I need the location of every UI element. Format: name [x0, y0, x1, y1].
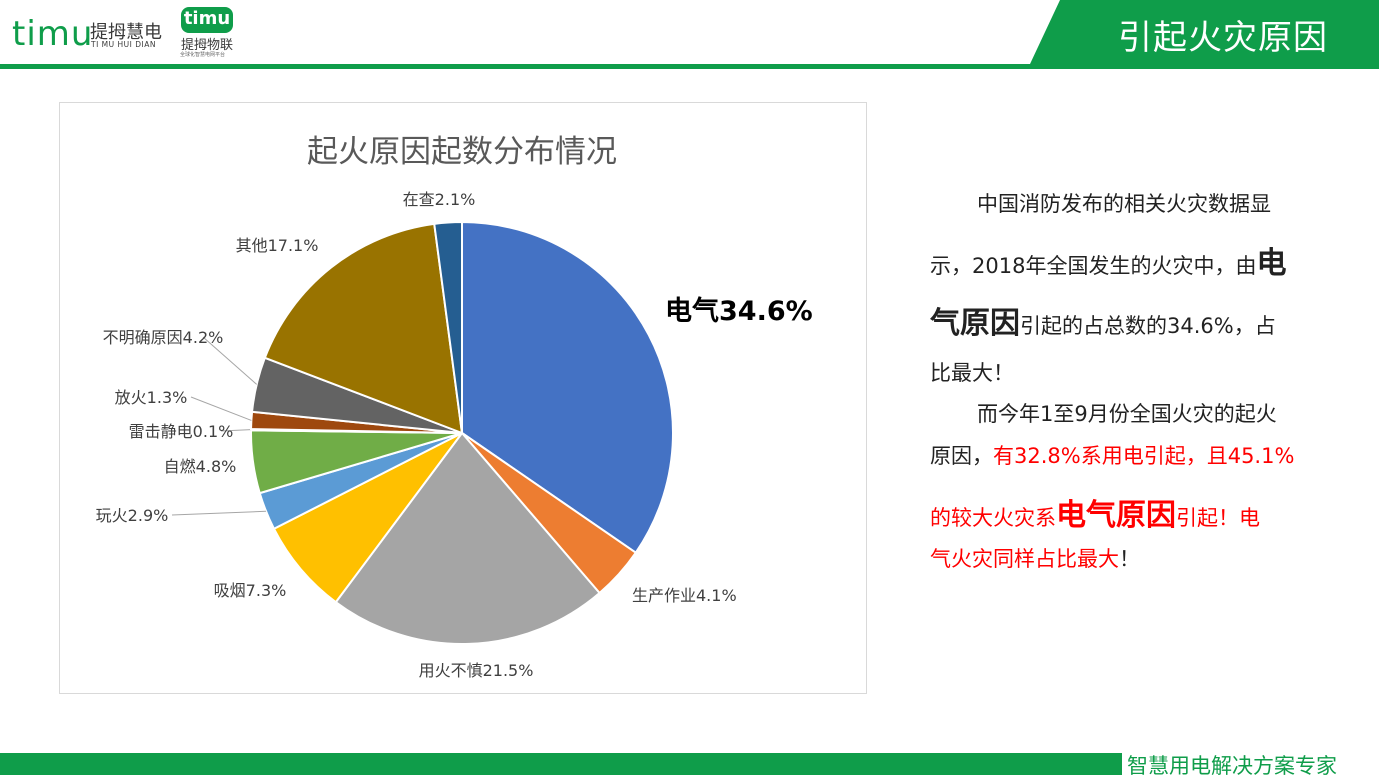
chart-title: 起火原因起数分布情况 — [307, 134, 617, 170]
desc-text: 示，2018年全国发生的火灾中，由 — [930, 254, 1257, 278]
page-title: 引起火灾原因 — [1118, 18, 1328, 58]
brand-logo2-badge: timu — [181, 7, 233, 33]
footer-slogan: 智慧用电解决方案专家 — [1127, 754, 1337, 778]
desc-emphasis: 气原因 — [930, 306, 1020, 341]
desc-emphasis: 电 — [1256, 246, 1287, 281]
desc-text: 中国消防发布的相关火灾数据显 — [977, 192, 1271, 216]
desc-text: 引起的占总数的34.6%，占 — [1020, 314, 1276, 338]
pie-slice-label: 电气34.6% — [665, 296, 813, 327]
pie-chart: 电气34.6% 生产作业4.1% 用火不慎21.5% 吸烟7.3% 玩火2.9% 自燃4.… — [96, 190, 813, 680]
title-tab — [1030, 0, 1379, 64]
pie-leader-line — [220, 429, 252, 432]
pie-slice-label: 生产作业4.1% — [632, 586, 737, 605]
desc-highlight: 的较大火灾系 — [930, 506, 1056, 530]
pie-slice-label: 放火1.3% — [115, 388, 188, 407]
desc-line-3: 气原因引起的占总数的34.6%，占 — [930, 298, 1276, 342]
pie-slice-label: 不明确原因4.2% — [103, 328, 224, 347]
pie-slice-label: 吸烟7.3% — [214, 581, 287, 600]
desc-highlight: 有32.8%系用电引起，且45.1% — [993, 444, 1295, 468]
desc-line-8: 气火灾同样占比最大！ — [930, 543, 1140, 573]
desc-line-2: 示，2018年全国发生的火灾中，由电 — [930, 238, 1286, 282]
pie-leader-line — [190, 396, 252, 421]
desc-text: 原因， — [930, 444, 993, 468]
pie-slice — [263, 222, 464, 435]
footer-bar — [0, 753, 1120, 775]
desc-line-5: 而今年1至9月份全国火灾的起火 — [977, 398, 1277, 428]
pie-slice — [334, 431, 601, 645]
brand-logo2-sub: 全球化智慧电网平台 — [180, 52, 226, 58]
desc-line-6: 原因，有32.8%系用电引起，且45.1% — [930, 440, 1294, 470]
pie-slice-label: 雷击静电0.1% — [129, 422, 234, 441]
desc-text: 比最大！ — [930, 361, 1014, 385]
desc-highlight: 引起！电 — [1176, 506, 1260, 530]
brand-logo-en: TI MU HUI DIAN — [91, 40, 156, 49]
pie-slice-label: 自燃4.8% — [164, 457, 237, 476]
desc-line-4: 比最大！ — [930, 357, 1014, 387]
desc-text: 而今年1至9月份全国火灾的起火 — [977, 402, 1277, 426]
pie-slice-label: 其他17.1% — [236, 236, 319, 255]
pie-slice-label: 用火不慎21.5% — [419, 661, 534, 680]
pie-slice — [461, 220, 674, 555]
pie-leader-line — [171, 510, 267, 516]
brand-logo2-cn: 提拇物联 — [181, 38, 234, 53]
desc-highlight: 气火灾同样占比最大 — [930, 547, 1119, 571]
brand-logo-timu: timu — [12, 14, 94, 54]
desc-line-7: 的较大火灾系电气原因引起！电 — [930, 490, 1260, 534]
desc-highlight-emphasis: 电气原因 — [1056, 498, 1176, 533]
pie-slice-label: 在查2.1% — [403, 190, 476, 209]
footer-separator — [1120, 753, 1122, 775]
pie-slice — [433, 220, 463, 434]
pie-slice-label: 玩火2.9% — [96, 506, 169, 525]
desc-text: ！ — [1119, 547, 1140, 571]
brand-logo-cn: 提拇慧电 — [90, 22, 162, 43]
pie-leader-line — [202, 336, 258, 385]
desc-line-1: 中国消防发布的相关火灾数据显 — [977, 188, 1271, 218]
header-divider — [0, 64, 1379, 69]
